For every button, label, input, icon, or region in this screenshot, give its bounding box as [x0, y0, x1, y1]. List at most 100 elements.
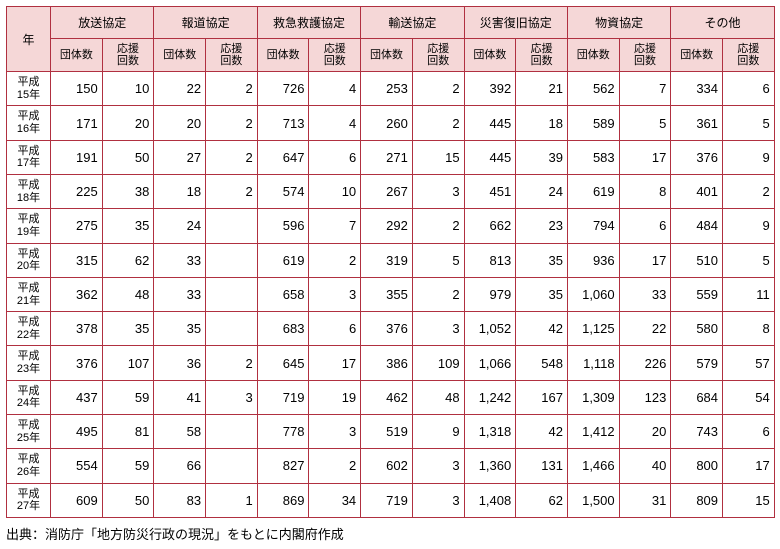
cell-value: 54	[723, 380, 775, 414]
cell-value: 827	[257, 449, 309, 483]
cell-value: 6	[723, 72, 775, 106]
cell-value: 1,052	[464, 312, 516, 346]
cell-value: 619	[567, 175, 619, 209]
cell-value: 378	[51, 312, 103, 346]
col-sub-count: 団体数	[567, 39, 619, 72]
cell-value: 554	[51, 449, 103, 483]
cell-value: 602	[361, 449, 413, 483]
table-body: 平成15年15010222726425323922156273346平成16年1…	[7, 72, 775, 518]
table-row: 平成18年225381825741026734512461984012	[7, 175, 775, 209]
cell-value: 292	[361, 209, 413, 243]
cell-value: 42	[516, 312, 568, 346]
cell-value: 1,242	[464, 380, 516, 414]
cell-value: 2	[206, 72, 258, 106]
cell-value: 684	[671, 380, 723, 414]
table-row: 平成20年31562336192319581335936175105	[7, 243, 775, 277]
cell-value: 376	[51, 346, 103, 380]
cell-value: 658	[257, 277, 309, 311]
cell-value: 123	[619, 380, 671, 414]
cell-value: 574	[257, 175, 309, 209]
cell-year: 平成27年	[7, 483, 51, 517]
cell-value: 1,500	[567, 483, 619, 517]
col-sub-assist: 応援回数	[723, 39, 775, 72]
cell-value	[206, 312, 258, 346]
cell-value: 3	[412, 483, 464, 517]
cell-value: 3	[412, 449, 464, 483]
cell-value: 2	[206, 140, 258, 174]
cell-value: 21	[516, 72, 568, 106]
cell-value: 583	[567, 140, 619, 174]
cell-value: 18	[154, 175, 206, 209]
cell-value: 315	[51, 243, 103, 277]
col-group-2: 救急救護協定	[257, 7, 360, 39]
cell-value: 596	[257, 209, 309, 243]
cell-value: 35	[154, 312, 206, 346]
cell-value: 743	[671, 415, 723, 449]
cell-value: 2	[412, 72, 464, 106]
cell-year: 平成16年	[7, 106, 51, 140]
cell-value: 5	[723, 106, 775, 140]
cell-value: 33	[154, 243, 206, 277]
cell-value: 17	[619, 140, 671, 174]
cell-value: 4	[309, 72, 361, 106]
cell-value: 17	[309, 346, 361, 380]
cell-value: 462	[361, 380, 413, 414]
cell-value: 48	[412, 380, 464, 414]
col-sub-count: 団体数	[51, 39, 103, 72]
col-group-1: 報道協定	[154, 7, 257, 39]
table-row: 平成23年376107362645173861091,0665481,11822…	[7, 346, 775, 380]
cell-value: 794	[567, 209, 619, 243]
cell-value: 275	[51, 209, 103, 243]
cell-value: 386	[361, 346, 413, 380]
col-sub-assist: 応援回数	[309, 39, 361, 72]
cell-value: 59	[102, 449, 154, 483]
col-group-5: 物資協定	[567, 7, 670, 39]
cell-value: 33	[154, 277, 206, 311]
cell-value: 62	[102, 243, 154, 277]
col-group-0: 放送協定	[51, 7, 154, 39]
cell-value: 2	[723, 175, 775, 209]
cell-value: 62	[516, 483, 568, 517]
cell-value: 50	[102, 140, 154, 174]
cell-value: 809	[671, 483, 723, 517]
cell-value: 619	[257, 243, 309, 277]
cell-value	[206, 277, 258, 311]
cell-year: 平成25年	[7, 415, 51, 449]
table-row: 平成17年1915027264762711544539583173769	[7, 140, 775, 174]
col-sub-count: 団体数	[361, 39, 413, 72]
col-sub-count: 団体数	[671, 39, 723, 72]
cell-value: 376	[671, 140, 723, 174]
cell-value: 559	[671, 277, 723, 311]
cell-value: 225	[51, 175, 103, 209]
cell-value: 40	[619, 449, 671, 483]
cell-value: 376	[361, 312, 413, 346]
cell-value: 81	[102, 415, 154, 449]
cell-year: 平成26年	[7, 449, 51, 483]
cell-value: 6	[619, 209, 671, 243]
cell-value: 7	[619, 72, 671, 106]
cell-value: 579	[671, 346, 723, 380]
cell-value: 10	[102, 72, 154, 106]
cell-value: 445	[464, 140, 516, 174]
cell-value: 645	[257, 346, 309, 380]
cell-value: 713	[257, 106, 309, 140]
col-sub-count: 団体数	[154, 39, 206, 72]
cell-value: 35	[102, 312, 154, 346]
col-group-4: 災害復旧協定	[464, 7, 567, 39]
cell-value: 36	[154, 346, 206, 380]
cell-value: 253	[361, 72, 413, 106]
cell-value: 1,466	[567, 449, 619, 483]
table-row: 平成16年17120202713426024451858953615	[7, 106, 775, 140]
cell-value: 562	[567, 72, 619, 106]
cell-value: 2	[206, 106, 258, 140]
cell-value: 519	[361, 415, 413, 449]
cell-value: 59	[102, 380, 154, 414]
cell-value: 662	[464, 209, 516, 243]
cell-value: 1,412	[567, 415, 619, 449]
cell-value: 150	[51, 72, 103, 106]
cell-value: 260	[361, 106, 413, 140]
cell-value: 20	[154, 106, 206, 140]
cell-year: 平成18年	[7, 175, 51, 209]
cell-value: 3	[309, 277, 361, 311]
cell-value: 355	[361, 277, 413, 311]
